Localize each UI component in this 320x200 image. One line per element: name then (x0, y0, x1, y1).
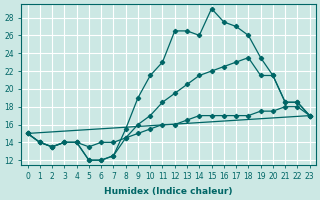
X-axis label: Humidex (Indice chaleur): Humidex (Indice chaleur) (104, 187, 233, 196)
